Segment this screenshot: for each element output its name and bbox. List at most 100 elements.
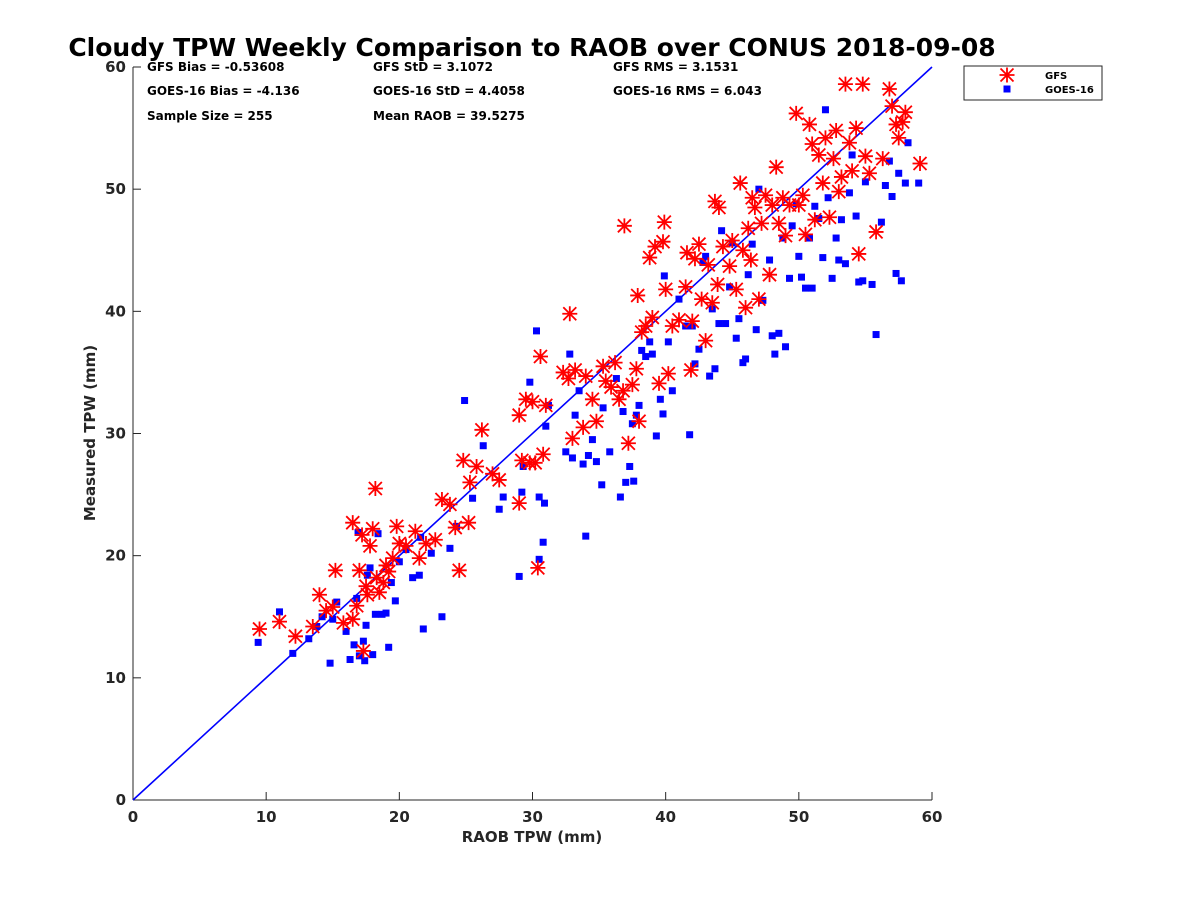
goes16-point	[342, 627, 350, 635]
gfs-point	[584, 391, 600, 407]
goes16-point	[499, 493, 507, 501]
goes16-point	[606, 448, 614, 456]
gfs-point	[743, 252, 759, 268]
gfs-point	[311, 587, 327, 603]
gfs-point	[389, 518, 405, 534]
gfs-point	[764, 197, 780, 213]
goes16-point	[782, 343, 790, 351]
goes16-point	[824, 194, 832, 202]
gfs-point	[371, 584, 387, 600]
gfs-point	[804, 136, 820, 152]
gfs-point	[335, 615, 351, 631]
gfs-point	[655, 234, 671, 250]
goes16-point	[378, 610, 386, 618]
gfs-point	[895, 114, 911, 130]
gfs-point	[782, 197, 798, 213]
gfs-point	[881, 81, 897, 97]
legend-gfs-label: GFS	[1045, 71, 1067, 82]
gfs-point	[560, 371, 576, 387]
x-tick-label: 60	[922, 808, 943, 826]
goes16-point	[699, 258, 707, 266]
gfs-point	[525, 394, 540, 410]
goes16-point	[562, 448, 570, 456]
gfs-point	[562, 306, 578, 322]
goes16-point	[391, 597, 399, 605]
gfs-point	[511, 495, 527, 511]
gfs-point	[875, 151, 891, 167]
gfs-point	[252, 621, 268, 637]
gfs-point	[841, 135, 857, 151]
goes16-point	[369, 651, 377, 659]
gfs-point	[354, 527, 370, 543]
x-tick-label: 30	[522, 808, 543, 826]
goes16-point	[711, 365, 719, 373]
gfs-point	[578, 368, 594, 384]
x-tick-label: 0	[128, 808, 138, 826]
gfs-point	[631, 413, 647, 429]
goes16-point	[305, 635, 313, 643]
goes16-point	[518, 488, 526, 496]
gfs-point	[564, 430, 580, 446]
goes16-point	[582, 532, 590, 540]
gfs-point	[788, 105, 804, 121]
goes16-point	[664, 338, 672, 346]
gfs-point	[624, 377, 640, 393]
gfs-point	[833, 169, 849, 185]
gfs-point	[744, 190, 760, 206]
goes16-point	[845, 189, 853, 197]
gfs-point	[722, 258, 738, 274]
gfs-point	[567, 362, 583, 378]
stat-goes-rms: GOES-16 RMS = 6.043	[613, 84, 762, 98]
goes16-point	[626, 462, 634, 470]
gfs-point	[768, 159, 784, 175]
gfs-point	[797, 226, 813, 242]
gfs-point	[538, 397, 554, 413]
stat-gfs-rms: GFS RMS = 3.1531	[613, 60, 738, 74]
goes16-point	[539, 538, 547, 546]
legend-gfs-asterisk	[999, 67, 1015, 83]
goes16-point	[859, 277, 867, 285]
gfs-point	[678, 279, 694, 295]
gfs-point	[801, 116, 817, 132]
goes16-point	[469, 494, 477, 502]
legend: GFS GOES-16	[963, 65, 1103, 101]
gfs-point	[628, 361, 644, 377]
goes16-point	[635, 401, 643, 409]
gfs-point	[325, 599, 341, 615]
x-tick-label: 40	[655, 808, 676, 826]
gfs-point	[518, 391, 534, 407]
goes16-point	[686, 431, 694, 439]
goes16-point	[771, 350, 779, 358]
gfs-point	[683, 362, 699, 378]
gfs-point	[811, 147, 827, 163]
goes16-point	[642, 353, 650, 361]
goes16-point	[366, 564, 374, 572]
gfs-point	[362, 538, 378, 554]
goes16-point	[901, 179, 909, 187]
gfs-point	[868, 224, 884, 240]
goes16-point	[622, 478, 630, 486]
goes16-point	[362, 621, 370, 629]
gfs-point	[751, 291, 767, 307]
gfs-point	[687, 251, 703, 267]
goes16-point	[881, 182, 889, 190]
goes16-point	[346, 656, 354, 664]
gfs-point	[738, 300, 754, 316]
goes16-point	[752, 326, 760, 334]
goes16-point	[821, 106, 829, 114]
gfs-point	[603, 379, 619, 395]
gfs-point	[778, 228, 794, 244]
goes16-point	[888, 192, 896, 200]
goes16-point	[646, 338, 654, 346]
goes16-point	[885, 157, 893, 165]
gfs-point	[514, 452, 530, 468]
gfs-point	[694, 291, 710, 307]
gfs-point	[351, 562, 367, 578]
goes16-point	[652, 432, 660, 440]
goes16-point	[361, 657, 369, 665]
y-tick-label: 30	[105, 425, 126, 443]
goes16-point	[275, 608, 283, 616]
goes16-point	[795, 252, 803, 260]
gfs-point	[575, 419, 591, 435]
